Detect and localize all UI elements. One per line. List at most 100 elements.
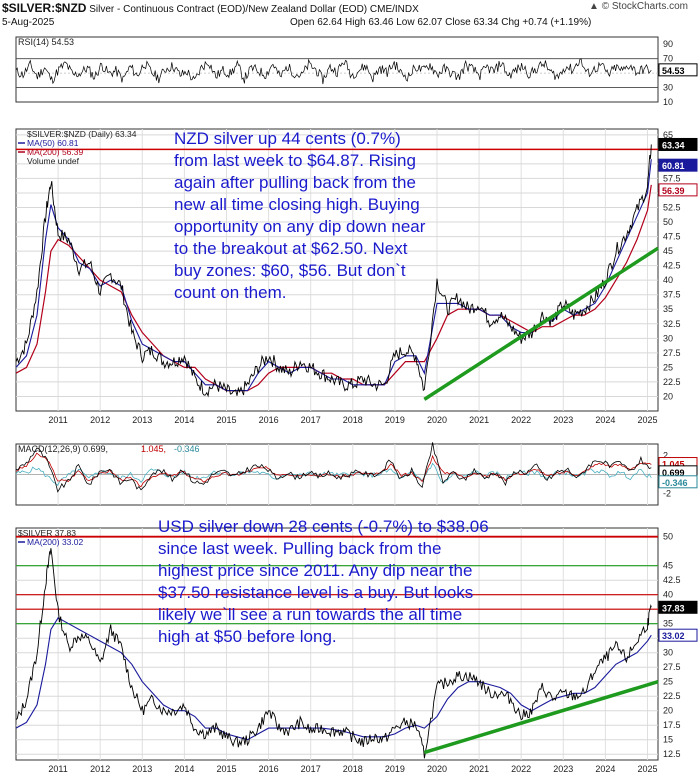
nzd-y-tick-label: 57.5 — [663, 173, 681, 183]
usd-x-tick-label: 2015 — [216, 764, 236, 774]
nzd-y-tick-label: 32.5 — [663, 319, 681, 329]
nzd-x-tick-label: 2019 — [385, 415, 405, 425]
usd-y-tick-label: 17.5 — [663, 720, 681, 730]
usd-y-tick-label: 40 — [663, 590, 673, 600]
macd-last-signal: 1.045 — [662, 460, 685, 470]
usd-y-tick-label: 22.5 — [663, 691, 681, 701]
nzd-y-tick-label: 52.5 — [663, 202, 681, 212]
triangle-up-icon: ▲ — [589, 1, 599, 12]
usd-last-ma200-bg — [658, 628, 698, 642]
nzd-commentary: NZD silver up 44 cents (0.7%) from last … — [174, 129, 426, 302]
usd-y-tick-label: 27.5 — [663, 662, 681, 672]
nzd-x-tick-label: 2012 — [90, 415, 110, 425]
usd-x-tick-label: 2025 — [637, 764, 657, 774]
usd-price-line — [15, 548, 652, 759]
usd-x-tick-label: 2022 — [511, 764, 531, 774]
nzd-y-tick-label: 37.5 — [663, 290, 681, 300]
nzd-y-tick-label: 27.5 — [663, 348, 681, 358]
macd-last-hist: -0.346 — [662, 478, 688, 488]
nzd-y-tick-label: 40 — [663, 275, 673, 285]
usd-x-tick-label: 2017 — [301, 764, 321, 774]
nzd-x-tick-label: 2023 — [553, 415, 573, 425]
nzd-x-tick-label: 2018 — [343, 415, 363, 425]
nzd-y-tick-label: 20 — [663, 391, 673, 401]
chart-title: $SILVER:$NZD Silver - Continuous Contrac… — [2, 1, 698, 15]
nzd-x-tick-label: 2013 — [132, 415, 152, 425]
nzd-y-tick-label: 65 — [663, 130, 673, 140]
rsi-line — [15, 58, 652, 85]
usd-last-ma200: 33.02 — [662, 631, 685, 641]
usd-legend-price: $SILVER 37.83 — [18, 528, 76, 538]
macd-legend-hist: -0.346 — [174, 444, 200, 454]
macd-last-macd: 0.699 — [662, 468, 685, 478]
rsi-tick-label: 70 — [663, 54, 673, 64]
nzd-y-tick-label: 47.5 — [663, 232, 681, 242]
usd-y-tick-label: 15 — [663, 735, 673, 745]
instrument-description: Silver - Continuous Contract (EOD)/New Z… — [89, 4, 419, 15]
nzd-last-ma200: 56.39 — [662, 186, 685, 196]
nzd-x-tick-label: 2014 — [174, 415, 194, 425]
chart-header: $SILVER:$NZD Silver - Continuous Contrac… — [2, 1, 698, 33]
usd-y-tick-label: 42.5 — [663, 575, 681, 585]
usd-x-tick-label: 2013 — [132, 764, 152, 774]
nzd-legend-entry: $SILVER:$NZD (Daily) 63.34 — [27, 129, 137, 139]
rsi-tick-label: 90 — [663, 39, 673, 49]
usd-price-panel — [15, 527, 659, 761]
nzd-price-panel — [15, 128, 659, 412]
usd-x-tick-label: 2011 — [48, 764, 67, 774]
usd-y-tick-label: 12.5 — [663, 749, 681, 759]
usd-y-tick-label: 35 — [663, 619, 673, 629]
macd-line — [15, 442, 652, 493]
usd-last-price: 37.83 — [662, 603, 685, 613]
nzd-x-tick-label: 2022 — [511, 415, 531, 425]
chart-date: 5-Aug-2025 — [2, 17, 55, 28]
usd-legend-ma: MA(200) 33.02 — [27, 537, 83, 547]
nzd-x-tick-label: 2024 — [595, 415, 615, 425]
rsi-last-value-bg — [658, 63, 698, 77]
usd-x-tick-label: 2018 — [343, 764, 363, 774]
nzd-trendline — [423, 246, 659, 401]
rsi-panel — [15, 36, 659, 103]
nzd-y-tick-label: 30 — [663, 333, 673, 343]
nzd-x-tick-label: 2015 — [216, 415, 236, 425]
usd-x-tick-label: 2021 — [469, 764, 489, 774]
macd-last-hist-bg — [658, 475, 698, 489]
usd-x-tick-label: 2012 — [90, 764, 110, 774]
nzd-ma200-line — [15, 184, 652, 392]
ticker-symbol: $SILVER:$NZD — [2, 1, 87, 15]
macd-legend-main: MACD(12,26,9) 0.699, — [18, 444, 108, 454]
rsi-last-value: 54.53 — [662, 66, 685, 76]
usd-x-tick-label: 2016 — [259, 764, 279, 774]
nzd-y-tick-label: 22.5 — [663, 377, 681, 387]
usd-y-tick-label: 45 — [663, 561, 673, 571]
usd-y-tick-label: 30 — [663, 648, 673, 658]
macd-tick-label: 2 — [663, 450, 668, 460]
macd-tick-label: -2 — [663, 489, 671, 499]
macd-histogram — [15, 462, 652, 487]
usd-y-tick-label: 25 — [663, 677, 673, 687]
stockcharts-brand[interactable]: ▲ © StockCharts.com — [589, 1, 688, 12]
nzd-last-ma50-bg — [658, 158, 698, 172]
rsi-tick-label: 30 — [663, 83, 673, 93]
nzd-x-tick-label: 2016 — [259, 415, 279, 425]
nzd-y-tick-label: 42.5 — [663, 261, 681, 271]
usd-trendline — [423, 680, 659, 755]
nzd-last-ma50: 60.81 — [662, 161, 685, 171]
nzd-y-tick-label: 45 — [663, 246, 673, 256]
rsi-tick-label: 10 — [663, 97, 673, 107]
nzd-last-ma200-bg — [658, 183, 698, 197]
brand-label: © StockCharts.com — [601, 1, 688, 12]
nzd-last-price-bg — [658, 137, 698, 151]
nzd-x-tick-label: 2021 — [469, 415, 489, 425]
usd-x-tick-label: 2024 — [595, 764, 615, 774]
nzd-x-tick-label: 2011 — [48, 415, 67, 425]
usd-commentary: USD silver down 28 cents (-0.7%) to $38.… — [158, 517, 489, 646]
usd-y-tick-label: 50 — [663, 532, 673, 542]
usd-y-tick-label: 20 — [663, 706, 673, 716]
nzd-last-price: 63.34 — [662, 140, 685, 150]
nzd-x-tick-label: 2025 — [637, 415, 657, 425]
usd-last-price-bg — [658, 600, 698, 614]
nzd-y-tick-label: 25 — [663, 362, 673, 372]
usd-x-tick-label: 2020 — [427, 764, 447, 774]
